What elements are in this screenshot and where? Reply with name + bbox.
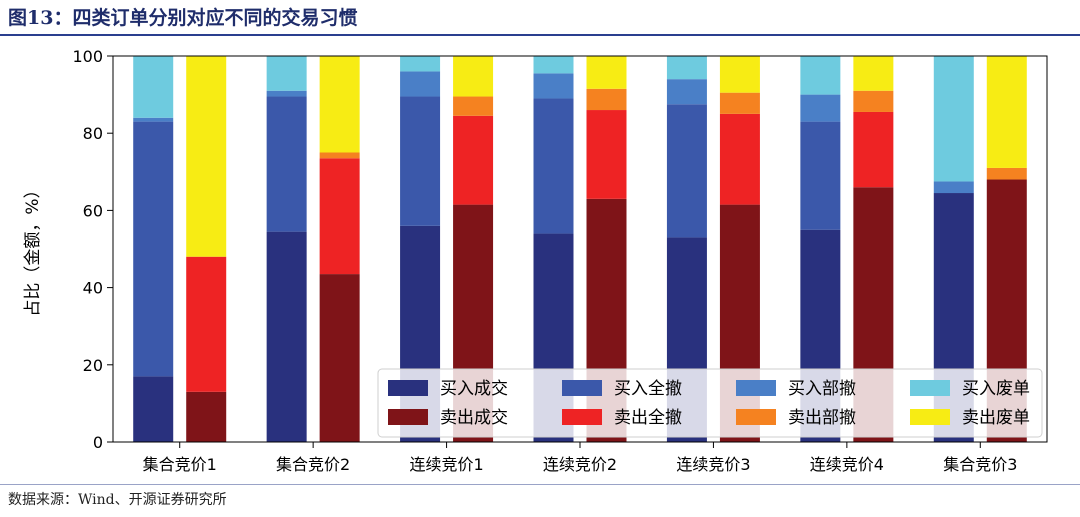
bar-segment-买入废单-集合竞价3	[933, 56, 974, 182]
bar-segment-买入部撤-集合竞价3	[933, 181, 974, 194]
y-tick-label: 40	[83, 279, 103, 298]
bar-segment-卖出部撤-连续竞价2	[586, 88, 627, 111]
source-note: 数据来源：Wind、开源证券研究所	[8, 492, 227, 508]
title-divider	[0, 34, 1080, 36]
bar-segment-买入部撤-连续竞价4	[800, 94, 841, 122]
bar-segment-卖出部撤-连续竞价3	[719, 92, 760, 114]
bar-segment-卖出部撤-集合竞价2	[319, 152, 360, 159]
legend-label-买入部撤: 买入部撤	[788, 379, 856, 399]
y-tick-label: 80	[83, 124, 103, 143]
y-axis-label: 占比（金额，%）	[23, 181, 43, 316]
bar-segment-卖出部撤-连续竞价4	[853, 90, 894, 112]
legend-label-买入全撤: 买入全撤	[614, 379, 682, 399]
chart-title: 图13：四类订单分别对应不同的交易习惯	[8, 7, 358, 29]
legend-box	[377, 368, 1043, 438]
bar-segment-买入部撤-连续竞价1	[400, 71, 441, 97]
bar-segment-买入部撤-集合竞价1	[133, 117, 174, 122]
legend-label-卖出废单: 卖出废单	[962, 408, 1030, 428]
bar-segment-买入部撤-连续竞价2	[533, 73, 574, 99]
bar-segment-买入全撤-连续竞价2	[533, 98, 574, 234]
legend-swatch-卖出部撤	[736, 409, 776, 425]
bar-segment-卖出全撤-连续竞价2	[586, 110, 627, 199]
bar-segment-买入部撤-集合竞价2	[266, 90, 307, 97]
x-tick-label: 集合竞价1	[143, 455, 217, 474]
bar-segment-卖出成交-集合竞价2	[319, 274, 360, 442]
bar-segment-卖出废单-连续竞价4	[853, 56, 894, 91]
footer-divider	[0, 484, 1080, 485]
legend-swatch-卖出成交	[388, 409, 428, 425]
legend-label-卖出部撤: 卖出部撤	[788, 408, 856, 428]
bar-segment-买入废单-集合竞价2	[266, 56, 307, 91]
legend-swatch-卖出废单	[910, 409, 950, 425]
x-tick-label: 集合竞价2	[276, 455, 350, 474]
bar-segment-卖出全撤-集合竞价2	[319, 158, 360, 275]
bar-segment-卖出部撤-集合竞价3	[986, 167, 1027, 180]
legend-swatch-买入成交	[388, 380, 428, 396]
bar-segment-卖出废单-集合竞价3	[986, 56, 1027, 168]
bar-segment-卖出全撤-连续竞价4	[853, 111, 894, 188]
bar-segment-卖出成交-集合竞价1	[186, 391, 227, 442]
bar-segment-卖出废单-连续竞价3	[719, 56, 760, 93]
bar-segment-买入成交-集合竞价1	[133, 376, 174, 442]
y-tick-label: 100	[72, 47, 103, 66]
bar-segment-买入全撤-连续竞价1	[400, 96, 441, 226]
bar-segment-买入全撤-连续竞价3	[666, 104, 707, 238]
y-tick-label: 0	[93, 433, 103, 452]
bar-segment-买入全撤-集合竞价1	[133, 121, 174, 377]
legend-label-卖出全撤: 卖出全撤	[614, 408, 682, 428]
legend-label-卖出成交: 卖出成交	[440, 408, 508, 428]
bar-segment-买入废单-连续竞价2	[533, 56, 574, 74]
bar-segment-买入部撤-连续竞价3	[666, 79, 707, 105]
bar-segment-卖出废单-集合竞价2	[319, 56, 360, 153]
bar-segment-卖出全撤-连续竞价1	[453, 115, 494, 205]
x-tick-label: 连续竞价1	[409, 455, 483, 474]
legend-swatch-买入废单	[910, 380, 950, 396]
bar-segment-买入废单-连续竞价1	[400, 56, 441, 72]
x-tick-label: 集合竞价3	[943, 455, 1017, 474]
bar-segment-买入废单-连续竞价3	[666, 56, 707, 80]
y-tick-label: 20	[83, 356, 103, 375]
bar-segment-买入全撤-集合竞价2	[266, 96, 307, 232]
stacked-bar-chart: 0 20 40 60 80 100 集合竞价1 集合竞价2 连续竞价1 连续竞价2 连续竞价3 连续竞…	[23, 47, 1048, 474]
bar-segment-卖出全撤-连续竞价3	[719, 113, 760, 205]
legend-swatch-卖出全撤	[562, 409, 602, 425]
x-tick-label: 连续竞价2	[543, 455, 617, 474]
legend-label-买入成交: 买入成交	[440, 379, 508, 399]
legend-swatch-买入部撤	[736, 380, 776, 396]
bar-segment-卖出部撤-连续竞价1	[453, 96, 494, 116]
y-tick-label: 60	[83, 201, 103, 220]
legend-label-买入废单: 买入废单	[962, 379, 1030, 399]
bar-segment-卖出废单-集合竞价1	[186, 56, 227, 257]
bar-segment-卖出废单-连续竞价1	[453, 56, 494, 97]
bar-segment-卖出废单-连续竞价2	[586, 56, 627, 89]
legend-swatch-买入全撤	[562, 380, 602, 396]
bar-segment-买入废单-集合竞价1	[133, 56, 174, 118]
x-tick-label: 连续竞价4	[810, 455, 884, 474]
bar-segment-买入成交-集合竞价2	[266, 231, 307, 442]
bar-segment-卖出全撤-集合竞价1	[186, 256, 227, 392]
x-tick-label: 连续竞价3	[676, 455, 750, 474]
bar-segment-买入全撤-连续竞价4	[800, 121, 841, 230]
bar-segment-买入废单-连续竞价4	[800, 56, 841, 95]
